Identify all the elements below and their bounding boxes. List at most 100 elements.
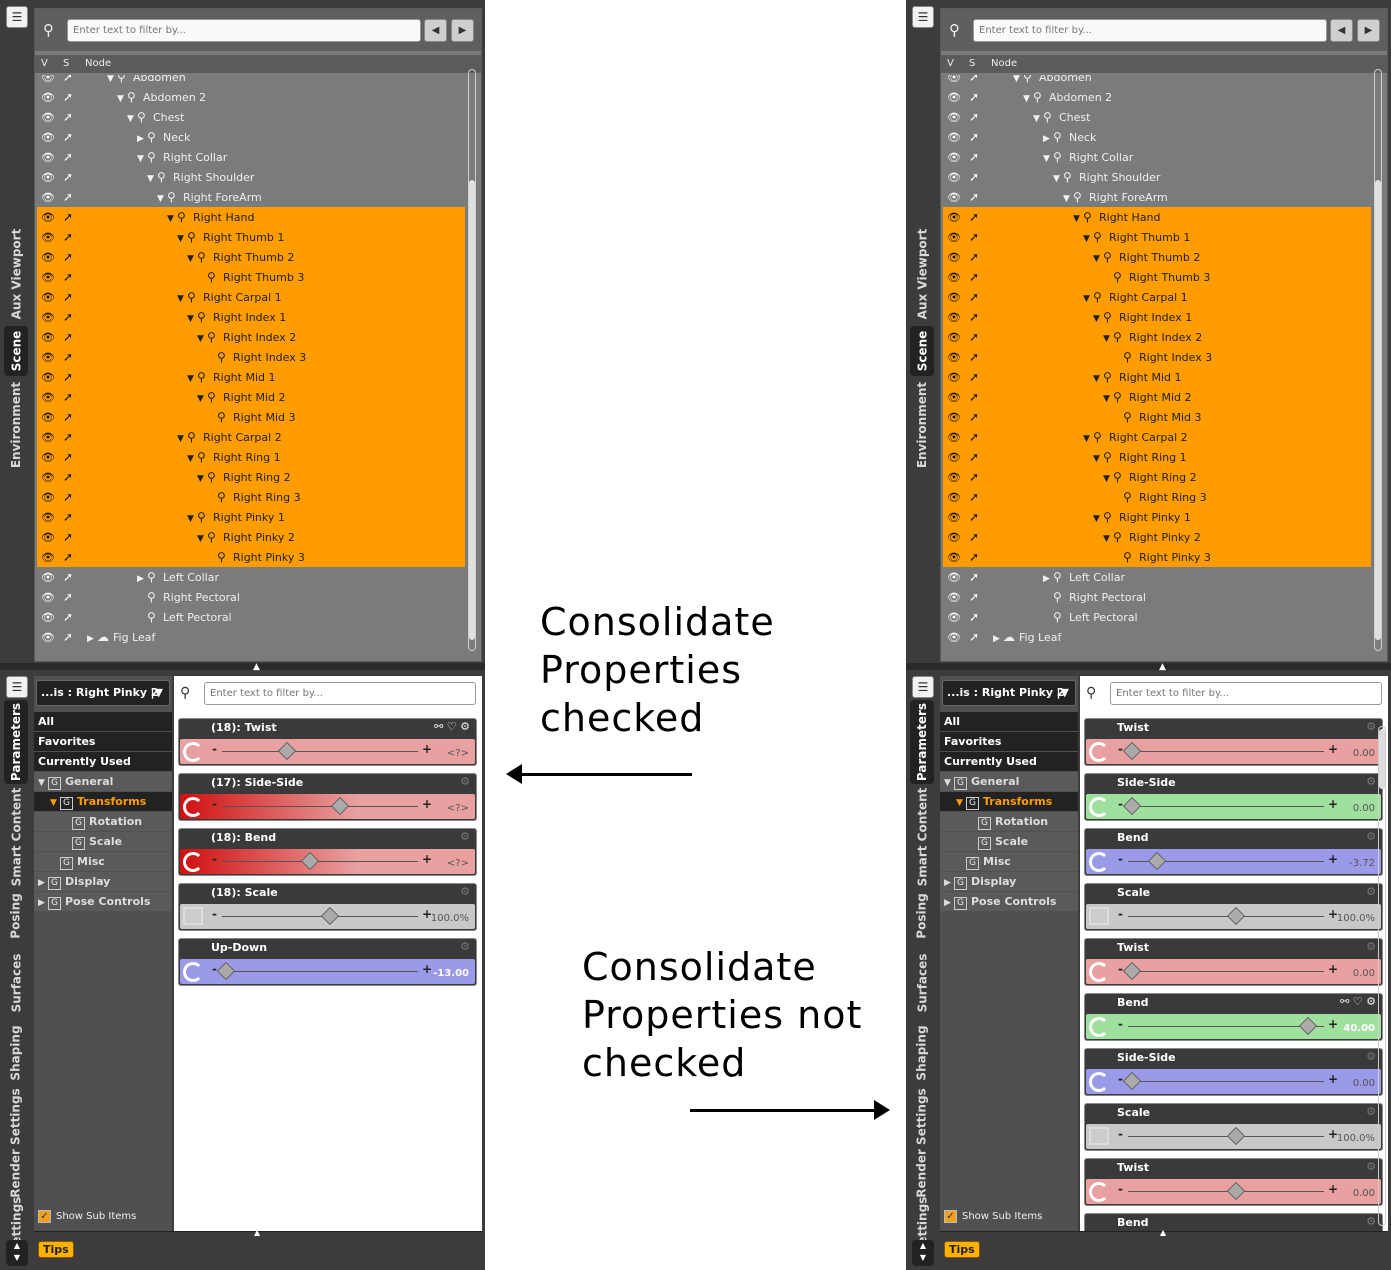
parameter-slider[interactable]: Twist ⚙ - +0.00 (1084, 938, 1383, 986)
parameter-value[interactable]: 100.0% (1336, 1133, 1375, 1144)
tree-node[interactable]: ▼ ⚲ Right Carpal 2 (1083, 430, 1188, 444)
tree-node[interactable]: ▼ ⚲ Right Collar (1043, 150, 1133, 164)
select-arrow-icon[interactable]: ➚ (969, 310, 980, 324)
slider-knob[interactable] (1122, 1071, 1141, 1091)
increment-icon[interactable]: + (422, 907, 433, 921)
tree-row[interactable]: 👁 ➚ ▼ ⚲ Right Thumb 1 (37, 227, 465, 247)
expand-toggle-icon[interactable]: ▼ (50, 798, 57, 808)
expand-toggle-icon[interactable]: ▼ (147, 174, 154, 184)
tree-row[interactable]: 👁 ➚ ⚲ Right Ring 3 (943, 487, 1371, 507)
slider-track[interactable]: - +0.00 (1086, 1179, 1381, 1204)
eye-icon[interactable]: 👁 (41, 471, 55, 484)
slider-track[interactable]: - +0.00 (1086, 959, 1381, 984)
decrement-icon[interactable]: - (1118, 742, 1123, 756)
parameter-value[interactable]: 0.00 (1352, 1078, 1375, 1089)
parameter-value[interactable]: 0.00 (1352, 1188, 1375, 1199)
gear-icon[interactable]: ⚙ (1366, 885, 1376, 898)
eye-icon[interactable]: 👁 (947, 191, 961, 204)
tree-node[interactable]: ▼ ⚲ Right Index 2 (197, 330, 296, 344)
category-misc[interactable]: G Misc (940, 852, 1078, 871)
eye-icon[interactable]: 👁 (41, 631, 55, 644)
eye-icon[interactable]: 👁 (41, 531, 55, 544)
category-display[interactable]: ▶ G Display (940, 872, 1078, 891)
parameter-value[interactable]: <?> (446, 858, 469, 869)
select-arrow-icon[interactable]: ➚ (63, 610, 74, 624)
category-pose-controls[interactable]: ▶ G Pose Controls (940, 892, 1078, 911)
expand-toggle-icon[interactable]: ▶ (1043, 574, 1050, 584)
eye-icon[interactable]: 👁 (947, 451, 961, 464)
scrollbar-thumb[interactable] (1375, 180, 1381, 640)
select-arrow-icon[interactable]: ➚ (969, 75, 980, 84)
increment-icon[interactable]: + (422, 962, 433, 976)
tab-aux-viewport[interactable]: Aux Viewport (4, 229, 28, 320)
tree-row[interactable]: 👁 ➚ ▼ ⚲ Right Mid 1 (37, 367, 465, 387)
parameter-slider[interactable]: Up-Down ⚙ - + -13.00 (178, 938, 477, 986)
increment-icon[interactable]: + (1328, 852, 1339, 866)
scroll-arrows-icon[interactable]: ▲ ▼ (912, 1240, 934, 1266)
tree-node[interactable]: ▼ ⚲ Right Shoulder (1053, 170, 1160, 184)
decrement-icon[interactable]: - (1118, 1127, 1123, 1141)
increment-icon[interactable]: + (1328, 742, 1339, 756)
category-general[interactable]: ▼ G General (940, 772, 1078, 791)
increment-icon[interactable]: + (1328, 962, 1339, 976)
prev-button[interactable]: ◀ (424, 19, 447, 42)
node-select-dropdown[interactable]: ...is : Right Pinky 2 |▼ (36, 680, 170, 706)
category-pose-controls[interactable]: ▶ G Pose Controls (34, 892, 172, 911)
increment-icon[interactable]: + (1328, 1182, 1339, 1196)
tree-node[interactable]: ▼ ⚲ Right Pinky 2 (197, 530, 295, 544)
tree-node[interactable]: ▼ ⚲ Right Ring 2 (1103, 470, 1197, 484)
tree-row[interactable]: 👁 ➚ ▼ ⚲ Right Collar (37, 147, 465, 167)
expand-toggle-icon[interactable]: ▼ (1083, 294, 1090, 304)
tab-environment[interactable]: Environment (4, 382, 28, 468)
tree-node[interactable]: ▼ ⚲ Right ForeArm (157, 190, 262, 204)
slider-track[interactable]: - + <?> (180, 849, 475, 874)
parameter-search-input[interactable] (1110, 682, 1382, 705)
tree-node[interactable]: ▼ ⚲ Right Collar (137, 150, 227, 164)
select-arrow-icon[interactable]: ➚ (63, 310, 74, 324)
chevron-down-icon[interactable]: |▼ (1056, 686, 1069, 699)
tree-row[interactable]: 👁 ➚ ▼ ⚲ Right Thumb 1 (943, 227, 1371, 247)
expand-toggle-icon[interactable]: ▼ (1063, 194, 1070, 204)
tab-parameters[interactable]: Parameters (4, 700, 28, 784)
column-s[interactable]: S (969, 58, 976, 69)
select-arrow-icon[interactable]: ➚ (63, 450, 74, 464)
tab-surfaces[interactable]: Surfaces (910, 950, 934, 1016)
slider-knob[interactable] (1122, 796, 1141, 816)
expand-toggle-icon[interactable]: ▶ (1043, 134, 1050, 144)
gear-icon[interactable]: ⚙ (1366, 720, 1376, 733)
select-arrow-icon[interactable]: ➚ (969, 230, 980, 244)
eye-icon[interactable]: 👁 (41, 331, 55, 344)
tree-row[interactable]: 👁 ➚ ▼ ⚲ Right Carpal 2 (37, 427, 465, 447)
search-icon[interactable]: ⚲ (949, 21, 960, 39)
tree-row[interactable]: 👁 ➚ ⚲ Right Thumb 3 (37, 267, 465, 287)
tree-row[interactable]: 👁 ➚ ▼ ⚲ Abdomen 2 (37, 87, 465, 107)
grip-icon[interactable]: ▲ (254, 1228, 261, 1237)
tree-node[interactable]: ▶ ⚲ Neck (137, 130, 190, 144)
eye-icon[interactable]: 👁 (41, 591, 55, 604)
tree-row[interactable]: 👁 ➚ ▼ ⚲ Abdomen (943, 75, 1371, 87)
eye-icon[interactable]: 👁 (41, 75, 55, 84)
tree-node[interactable]: ▼ ⚲ Right Thumb 1 (177, 230, 284, 244)
gear-icon[interactable]: ⚙ (1366, 775, 1376, 788)
tree-row[interactable]: 👁 ➚ ⚲ Right Index 3 (943, 347, 1371, 367)
increment-icon[interactable]: + (422, 852, 433, 866)
category-scale[interactable]: G Scale (940, 832, 1078, 851)
slider-track[interactable]: - + -3.72 (1086, 849, 1381, 874)
tab-render-settings[interactable]: Render Settings (4, 1088, 28, 1197)
parameter-slider[interactable]: Bend⚙-+ (1084, 1213, 1383, 1231)
eye-icon[interactable]: 👁 (41, 391, 55, 404)
eye-icon[interactable]: 👁 (947, 251, 961, 264)
tree-node[interactable]: ▼ ⚲ Chest (127, 110, 184, 124)
tree-row[interactable]: 👁 ➚ ▶ ☁ Fig Leaf (943, 627, 1371, 647)
expand-toggle-icon[interactable]: ▼ (1103, 394, 1110, 404)
expand-toggle-icon[interactable]: ▼ (1013, 75, 1020, 84)
category-all[interactable]: All (34, 712, 172, 731)
select-arrow-icon[interactable]: ➚ (969, 390, 980, 404)
expand-toggle-icon[interactable]: ▶ (87, 634, 94, 644)
tree-row[interactable]: 👁 ➚ ⚲ Right Index 3 (37, 347, 465, 367)
tree-row[interactable]: 👁 ➚ ▼ ⚲ Right Shoulder (943, 167, 1371, 187)
slider-track[interactable]: - + <?> (180, 794, 475, 819)
select-arrow-icon[interactable]: ➚ (969, 610, 980, 624)
expand-toggle-icon[interactable]: ▼ (1093, 374, 1100, 384)
select-arrow-icon[interactable]: ➚ (63, 190, 74, 204)
